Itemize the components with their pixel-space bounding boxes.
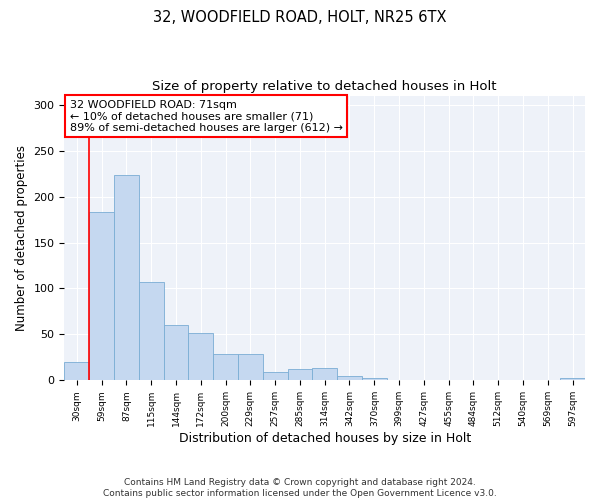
Bar	[560, 378, 585, 380]
Bar	[238, 354, 263, 380]
Text: 32 WOODFIELD ROAD: 71sqm
← 10% of detached houses are smaller (71)
89% of semi-d: 32 WOODFIELD ROAD: 71sqm ← 10% of detach…	[70, 100, 343, 133]
Y-axis label: Number of detached properties: Number of detached properties	[15, 145, 28, 331]
X-axis label: Distribution of detached houses by size in Holt: Distribution of detached houses by size …	[179, 432, 471, 445]
Bar	[89, 212, 114, 380]
Bar	[139, 282, 164, 380]
Bar	[64, 362, 89, 380]
Bar	[213, 354, 238, 380]
Bar	[287, 370, 313, 380]
Bar	[362, 378, 386, 380]
Bar	[164, 325, 188, 380]
Bar	[188, 334, 213, 380]
Bar	[337, 376, 362, 380]
Bar	[263, 372, 287, 380]
Text: 32, WOODFIELD ROAD, HOLT, NR25 6TX: 32, WOODFIELD ROAD, HOLT, NR25 6TX	[153, 10, 447, 25]
Text: Contains HM Land Registry data © Crown copyright and database right 2024.
Contai: Contains HM Land Registry data © Crown c…	[103, 478, 497, 498]
Bar	[114, 174, 139, 380]
Title: Size of property relative to detached houses in Holt: Size of property relative to detached ho…	[152, 80, 497, 93]
Bar	[313, 368, 337, 380]
